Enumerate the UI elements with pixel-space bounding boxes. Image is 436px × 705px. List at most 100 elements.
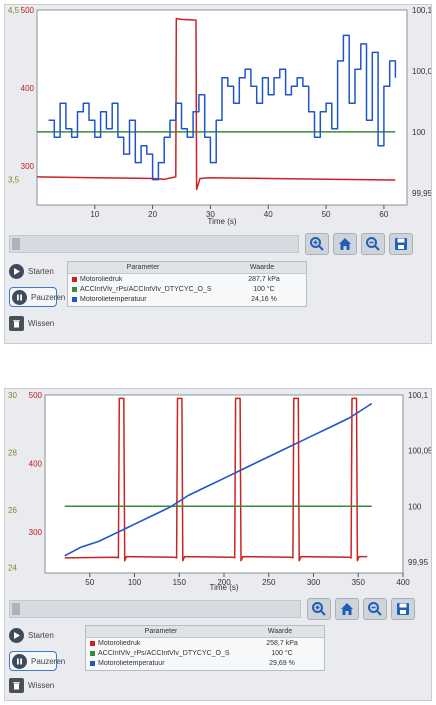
y-right-tick-label: 100,1 [412, 6, 431, 15]
play-icon [9, 627, 24, 643]
legend-swatch-dutycycle [90, 650, 95, 656]
y-right-tick-label: 100 [408, 502, 422, 511]
table-row[interactable]: ACCIntVlv_rPs/ACCIntVlv_DTYCYC_O_S 100 °… [86, 648, 324, 658]
pause-button[interactable]: Pauzeren [9, 287, 65, 307]
series-line-temperature [64, 402, 373, 557]
home-button[interactable] [335, 598, 359, 620]
time-scrollbar[interactable] [9, 235, 299, 253]
table-row[interactable]: Motorolietemperatuur 24,16 % [68, 294, 306, 304]
line-chart: 50 100 150 200 250 300 350 400 30 28 26 24 500 400 300… [5, 389, 431, 597]
y-right-tick-label: 100 [412, 128, 426, 137]
x-tick-label: 250 [262, 578, 276, 587]
table-row[interactable]: Motoroliedruk 287,7 kPa [68, 274, 306, 284]
table-row[interactable]: ACCIntVlv_rPs/ACCIntVlv_DTYCYC_O_S 100 °… [68, 284, 306, 294]
x-tick-label: 50 [322, 210, 331, 219]
param-name: ACCIntVlv_rPs/ACCIntVlv_DTYCYC_O_S [98, 649, 230, 657]
time-scrollbar[interactable] [9, 600, 301, 618]
y-left-inner-tick-label: 400 [21, 84, 35, 93]
legend-swatch-temperature [90, 660, 95, 666]
trash-icon [9, 315, 24, 331]
col-parameter: Parameter [144, 628, 178, 635]
table-header: Parameter Waarde [86, 626, 324, 638]
pause-button[interactable]: Pauzeren [9, 651, 65, 671]
x-tick-label: 300 [307, 578, 321, 587]
clear-label: Wissen [28, 318, 55, 328]
y-right-tick-label: 99,95 [408, 558, 429, 567]
save-button[interactable] [389, 233, 413, 255]
x-tick-label: 30 [206, 210, 215, 219]
param-value: 287,7 kPa [248, 275, 280, 283]
scrollbar-thumb[interactable] [12, 603, 20, 615]
param-name: Motorolietemperatuur [98, 659, 165, 667]
home-icon [339, 238, 351, 250]
series-line-temperature [48, 34, 397, 181]
line-chart: 1020304050604,5243,5500400300100,1100,05… [5, 5, 431, 233]
table-row[interactable]: Motoroliedruk 258,7 kPa [86, 638, 324, 648]
param-name: Motoroliedruk [98, 639, 141, 647]
param-value: 24,16 % [251, 295, 277, 303]
x-tick-label: 40 [264, 210, 273, 219]
param-value: 258,7 kPa [266, 639, 298, 647]
param-name: Motorolietemperatuur [80, 295, 147, 303]
zoom-out-icon [368, 602, 382, 616]
start-label: Starten [28, 630, 54, 640]
x-tick-label: 150 [173, 578, 187, 587]
x-tick-label: 20 [148, 210, 157, 219]
y-left-outer-tick-label: 26 [8, 506, 17, 515]
x-tick-label: 200 [217, 578, 231, 587]
series-line-pressure [64, 397, 368, 562]
y-left-inner-tick-label: 300 [29, 528, 43, 537]
col-parameter: Parameter [126, 264, 160, 271]
play-icon [9, 263, 24, 279]
start-button[interactable]: Starten [9, 261, 57, 281]
start-label: Starten [28, 266, 54, 276]
x-tick-label: 60 [379, 210, 388, 219]
pause-icon [12, 653, 27, 669]
save-button[interactable] [391, 598, 415, 620]
y-left-inner-tick-label: 500 [21, 6, 35, 15]
param-name: Motoroliedruk [80, 275, 123, 283]
pause-label: Pauzeren [31, 656, 66, 666]
legend-swatch-dutycycle [72, 286, 77, 292]
col-value: Waarde [249, 264, 275, 271]
zoom-out-button[interactable] [361, 233, 385, 255]
param-value: 100 °C [271, 649, 293, 657]
zoom-in-button[interactable] [307, 598, 331, 620]
x-tick-label: 400 [396, 578, 410, 587]
param-value: 29,69 % [269, 659, 295, 667]
x-axis-title: Time (s) [209, 583, 238, 592]
y-left-inner-tick-label: 300 [21, 162, 35, 171]
x-tick-label: 100 [128, 578, 142, 587]
legend-swatch-pressure [72, 276, 77, 282]
param-name: ACCIntVlv_rPs/ACCIntVlv_DTYCYC_O_S [80, 285, 212, 293]
y-left-inner-tick-label: 400 [29, 459, 43, 468]
legend-swatch-temperature [72, 296, 77, 302]
param-value: 100 °C [253, 285, 275, 293]
plot-area [44, 394, 404, 574]
scrollbar-thumb[interactable] [12, 238, 20, 250]
save-icon [395, 238, 407, 250]
start-button[interactable]: Starten [9, 625, 57, 645]
y-left-inner-tick-label: 500 [29, 391, 43, 400]
clear-label: Wissen [28, 680, 55, 690]
y-right-tick-label: 99,95 [412, 189, 431, 198]
x-tick-label: 50 [85, 578, 94, 587]
clear-button[interactable]: Wissen [9, 675, 57, 695]
y-left-outer-tick-label: 30 [8, 391, 17, 400]
zoom-out-button[interactable] [363, 598, 387, 620]
save-icon [397, 603, 409, 615]
zoom-in-button[interactable] [305, 233, 329, 255]
x-axis-title: Time (s) [207, 217, 236, 226]
y-right-tick-label: 100,05 [408, 447, 431, 456]
parameter-table: Parameter Waarde Motoroliedruk 258,7 kPa… [85, 625, 325, 671]
y-left-outer-tick-label: 28 [8, 448, 17, 457]
table-row[interactable]: Motorolietemperatuur 29,69 % [86, 658, 324, 668]
home-button[interactable] [333, 233, 357, 255]
legend-swatch-pressure [90, 640, 95, 646]
y-left-outer-tick-label: 24 [8, 563, 17, 572]
clear-button[interactable]: Wissen [9, 313, 57, 333]
col-value: Waarde [267, 628, 293, 635]
series-line-pressure [36, 17, 396, 191]
pause-icon [12, 289, 27, 305]
app-screen-top: 1020304050604,5243,5500400300100,1100,05… [4, 4, 432, 344]
